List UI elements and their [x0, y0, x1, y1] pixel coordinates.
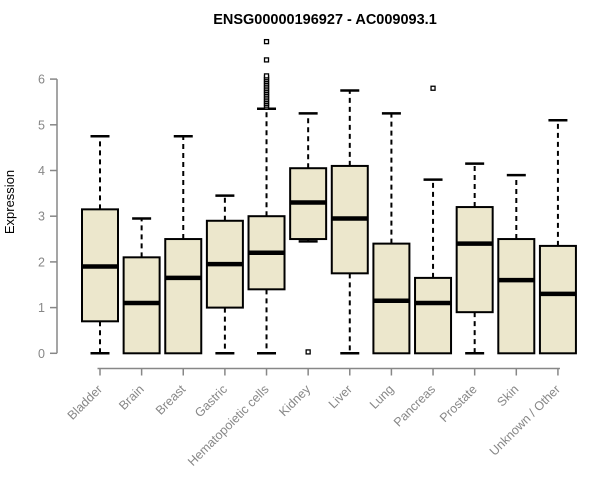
plot-area: 0 1 2 3 4 5 6 Bladder Brain Breast GastricHematopo…	[38, 38, 577, 469]
iqr-box	[164, 238, 203, 355]
y-axis-label: Expression	[2, 170, 17, 234]
y-tick-label: 6	[38, 73, 45, 87]
x-tick-label-brain: Brain	[116, 382, 147, 413]
y-tick-label: 3	[38, 210, 45, 224]
iqr-box	[455, 206, 494, 314]
x-tick-label-pancreas: Pancreas	[391, 382, 438, 429]
box-bladder	[81, 134, 119, 355]
outlier-point	[430, 85, 436, 91]
box-lung	[372, 112, 411, 355]
box-breast	[164, 134, 203, 355]
box-brain	[122, 217, 161, 355]
iqr-box	[538, 244, 577, 355]
box-prostate	[455, 162, 494, 355]
y-tick-label: 1	[38, 301, 45, 315]
outlier-point	[263, 38, 270, 45]
x-tick-label-liver: Liver	[326, 382, 355, 411]
box-unknown-other	[538, 118, 577, 355]
chart-title: ENSG00000196927 - AC009093.1	[213, 12, 437, 28]
y-tick-label: 5	[38, 118, 45, 132]
box-skin	[497, 173, 536, 355]
iqr-box	[497, 238, 536, 355]
x-tick-label-unknown-other: Unknown / Other	[487, 382, 563, 458]
y-tick-label: 2	[38, 255, 45, 269]
box-pancreas	[414, 85, 453, 355]
x-tick-label-kidney: Kidney	[276, 382, 313, 419]
outlier-point	[263, 73, 270, 79]
x-tick-label-gastric: Gastric	[192, 382, 230, 420]
x-tick-label-skin: Skin	[494, 382, 521, 409]
outlier-point	[305, 349, 311, 355]
x-tick-label-lung: Lung	[367, 382, 397, 412]
x-tick-label-bladder: Bladder	[65, 382, 105, 422]
box-hematopoietic-cells	[247, 38, 286, 355]
box-gastric	[205, 194, 244, 355]
x-tick-label-prostate: Prostate	[437, 382, 480, 425]
box-kidney	[289, 112, 328, 355]
iqr-box	[122, 256, 161, 355]
y-tick-label: 4	[38, 164, 45, 178]
outlier-point	[263, 57, 270, 63]
iqr-box	[414, 276, 453, 355]
iqr-box	[372, 242, 411, 355]
x-tick-label-breast: Breast	[153, 382, 189, 418]
box-liver	[330, 89, 369, 355]
y-axis: 0 1 2 3 4 5 6	[38, 73, 58, 361]
y-tick-label: 0	[38, 347, 45, 361]
x-tick-label-hematopoietic-cells: Hematopoietic cells	[185, 382, 272, 469]
